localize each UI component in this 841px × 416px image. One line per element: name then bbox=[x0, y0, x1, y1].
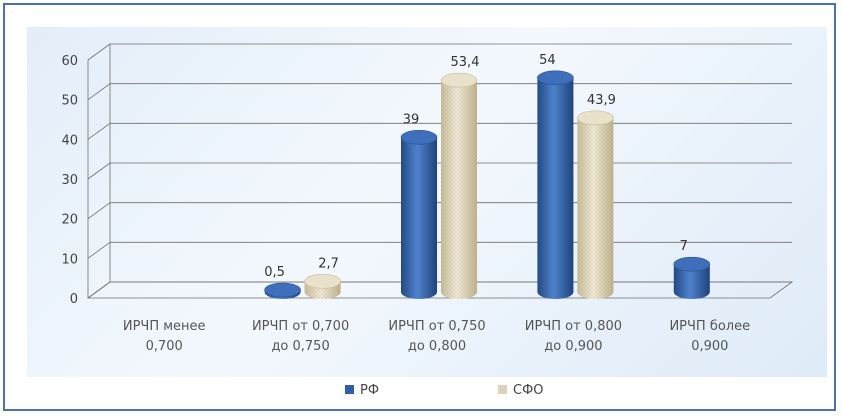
data-label: 54 bbox=[539, 53, 556, 68]
bar-texture bbox=[441, 80, 477, 300]
bar-top bbox=[304, 273, 341, 289]
bar-sfo bbox=[577, 110, 614, 299]
legend-label: РФ bbox=[360, 383, 379, 398]
data-label: 7 bbox=[680, 239, 688, 254]
bar-rf bbox=[537, 70, 574, 299]
y-axis: 0 10 20 30 40 50 60 bbox=[61, 44, 794, 307]
data-label: 43,9 bbox=[587, 93, 616, 108]
legend: РФ СФО bbox=[345, 383, 544, 398]
y-tick-label: 30 bbox=[61, 173, 78, 188]
bar-sfo bbox=[304, 273, 341, 299]
y-tick-label: 10 bbox=[61, 252, 78, 267]
data-label: 53,4 bbox=[451, 55, 480, 70]
bar-top bbox=[400, 130, 438, 145]
bar-body bbox=[673, 264, 710, 299]
gridline-side bbox=[87, 123, 111, 140]
y-tick-label: 60 bbox=[61, 54, 78, 69]
bars bbox=[264, 70, 711, 300]
chart-frame bbox=[3, 3, 836, 411]
data-label: 0,5 bbox=[264, 265, 285, 280]
legend-swatch bbox=[498, 385, 507, 394]
bar-texture bbox=[577, 117, 614, 299]
x-tick-label: ИРЧП менее 0,700 bbox=[123, 319, 206, 354]
bar-body bbox=[401, 137, 437, 299]
bar-top bbox=[673, 256, 711, 272]
bar-rf bbox=[264, 282, 301, 299]
y-tick-label: 0 bbox=[70, 292, 78, 307]
bar-sfo bbox=[440, 72, 478, 300]
x-tick-label: ИРЧП от 0,700 до 0,750 bbox=[252, 319, 349, 354]
data-label: 39 bbox=[403, 112, 420, 127]
x-axis-categories: ИРЧП менее 0,700 ИРЧП от 0,700 до 0,750 ИРЧП… bbox=[123, 319, 750, 354]
chart-floor bbox=[86, 281, 794, 299]
gridline-side bbox=[87, 83, 111, 100]
data-label: 2,7 bbox=[318, 256, 339, 271]
gridline-side bbox=[87, 202, 111, 219]
x-tick-label: ИРЧП от 0,800 до 0,900 bbox=[525, 319, 622, 354]
bar-body bbox=[537, 77, 574, 299]
gridline-side bbox=[87, 162, 111, 180]
data-labels: 0,5 39 54 7 2,7 53,4 43,9 bbox=[264, 53, 688, 280]
y-tick-label: 20 bbox=[61, 213, 78, 228]
legend-label: СФО bbox=[513, 383, 544, 398]
bar-rf bbox=[673, 256, 711, 299]
y-tick-label: 40 bbox=[61, 133, 78, 148]
bar-top bbox=[264, 282, 301, 298]
x-tick-label: ИРЧП более 0,900 bbox=[669, 319, 750, 354]
bar-top bbox=[537, 70, 574, 86]
legend-swatch bbox=[345, 385, 354, 394]
y-tick-label: 50 bbox=[61, 94, 78, 109]
bar-top bbox=[577, 110, 614, 126]
bar-rf bbox=[400, 130, 438, 299]
bar-top bbox=[440, 72, 478, 88]
gridline-side bbox=[87, 43, 111, 61]
x-tick-label: ИРЧП от 0,750 до 0,800 bbox=[388, 319, 485, 354]
gridline-side bbox=[87, 242, 111, 259]
